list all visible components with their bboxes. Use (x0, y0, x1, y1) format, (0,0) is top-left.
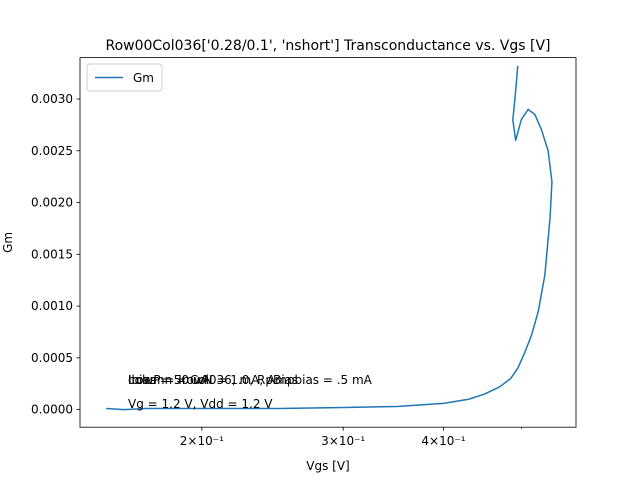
annotation-ibias: Ibias = 50 uA (128, 373, 209, 387)
annotation-column: column = Col036, mA, Ampbias = .5 mA (128, 373, 373, 387)
x-tick-label: 3×10⁻¹ (321, 434, 365, 448)
series-line-gm (106, 65, 553, 411)
x-axis-label: Vgs [V] (306, 459, 349, 473)
x-ticks: 2×10⁻¹ 3×10⁻¹ 4×10⁻¹ (180, 427, 522, 448)
y-tick-label: 0.0030 (31, 92, 73, 106)
y-tick-label: 0.0005 (31, 351, 73, 365)
y-tick-label: 0.0025 (31, 144, 73, 158)
annotation-layer: Ibias = 50 uA column = Col036, mA, Ampbi… (128, 373, 373, 411)
y-tick-label: 0.0015 (31, 247, 73, 261)
y-tick-label: 0.0020 (31, 196, 73, 210)
y-tick-label: 0.0000 (31, 403, 73, 417)
legend: Gm (86, 63, 163, 92)
y-axis-label: Gm (1, 232, 15, 253)
y-tick-label: 0.0010 (31, 299, 73, 313)
annotation-irow: IrowP = IrowN = 1.0, RpBias (128, 373, 298, 387)
annotation-voltages: Vg = 1.2 V, Vdd = 1.2 V (128, 397, 273, 411)
chart-title: Row00Col036['0.28/0.1', 'nshort'] Transc… (105, 38, 550, 54)
legend-label-gm: Gm (133, 71, 154, 85)
y-ticks: 0.0000 0.0005 0.0010 0.0015 0.0020 0.0025 0.00… (31, 92, 80, 417)
legend-box (86, 63, 163, 92)
x-tick-label: 4×10⁻¹ (421, 434, 465, 448)
x-tick-label: 2×10⁻¹ (180, 434, 224, 448)
series-layer (106, 65, 553, 411)
plot-frame (79, 57, 577, 428)
